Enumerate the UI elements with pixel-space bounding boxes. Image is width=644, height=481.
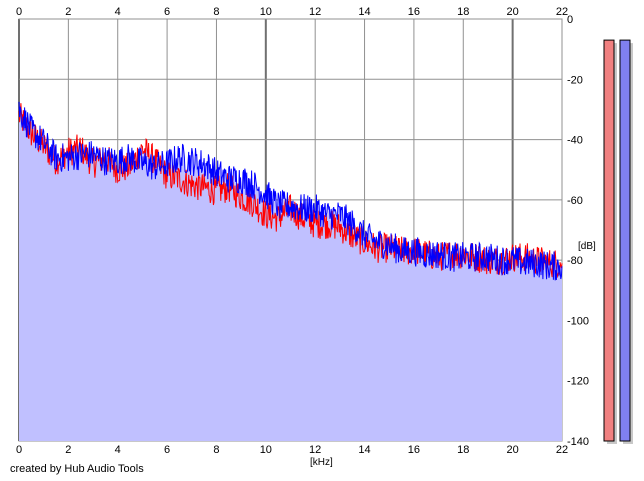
y-tick-label: -120	[567, 376, 589, 388]
x-tick-label-bottom: 20	[507, 444, 519, 456]
x-tick-label-top: 22	[556, 6, 568, 18]
spectrum-fill	[19, 101, 562, 442]
series-line-2	[18, 101, 563, 281]
x-tick-label-top: 16	[408, 6, 420, 18]
level-meters	[603, 39, 633, 444]
y-axis-label: [dB]	[578, 241, 596, 252]
x-tick-label-bottom: 22	[556, 444, 568, 456]
x-axis-bottom-ticks: 0 2 4 6 8 10 12 14 16 18 20 22	[16, 444, 568, 456]
y-tick-label: -80	[567, 255, 583, 267]
x-axis-label: [kHz]	[310, 457, 333, 468]
y-tick-label: 0	[567, 14, 573, 26]
level-meter-bar	[619, 39, 631, 442]
x-tick-label-bottom: 2	[65, 444, 71, 456]
x-tick-label-bottom: 10	[260, 444, 272, 456]
x-tick-label-bottom: 18	[457, 444, 469, 456]
credit-text: created by Hub Audio Tools	[10, 463, 144, 475]
x-tick-label-top: 12	[309, 6, 321, 18]
y-tick-label: -60	[567, 195, 583, 207]
x-axis-top-ticks: 0 2 4 6 8 10 12 14 16 18 20 22	[16, 6, 568, 18]
spectrum-area-fill	[19, 101, 562, 442]
x-tick-label-bottom: 6	[164, 444, 170, 456]
x-tick-label-top: 6	[164, 6, 170, 18]
x-tick-label-top: 0	[16, 6, 22, 18]
y-tick-label: -20	[567, 74, 583, 86]
x-tick-label-bottom: 12	[309, 444, 321, 456]
y-tick-label: -140	[567, 436, 589, 448]
y-tick-label: -100	[567, 315, 589, 327]
x-tick-label-bottom: 14	[358, 444, 370, 456]
x-tick-label-top: 10	[260, 6, 272, 18]
x-tick-label-top: 14	[358, 6, 370, 18]
x-tick-label-top: 4	[115, 6, 121, 18]
x-tick-label-top: 20	[507, 6, 519, 18]
x-tick-label-bottom: 4	[115, 444, 121, 456]
y-tick-label: -40	[567, 135, 583, 147]
series-layer	[18, 101, 563, 281]
x-tick-label-bottom: 16	[408, 444, 420, 456]
x-tick-label-bottom: 0	[16, 444, 22, 456]
x-tick-label-top: 8	[213, 6, 219, 18]
level-meter-bar	[603, 39, 615, 442]
y-axis-ticks: 0 -20 -40 -60 -80 -100 -120 -140	[567, 14, 589, 448]
x-tick-label-bottom: 8	[213, 444, 219, 456]
x-tick-label-top: 18	[457, 6, 469, 18]
x-tick-label-top: 2	[65, 6, 71, 18]
